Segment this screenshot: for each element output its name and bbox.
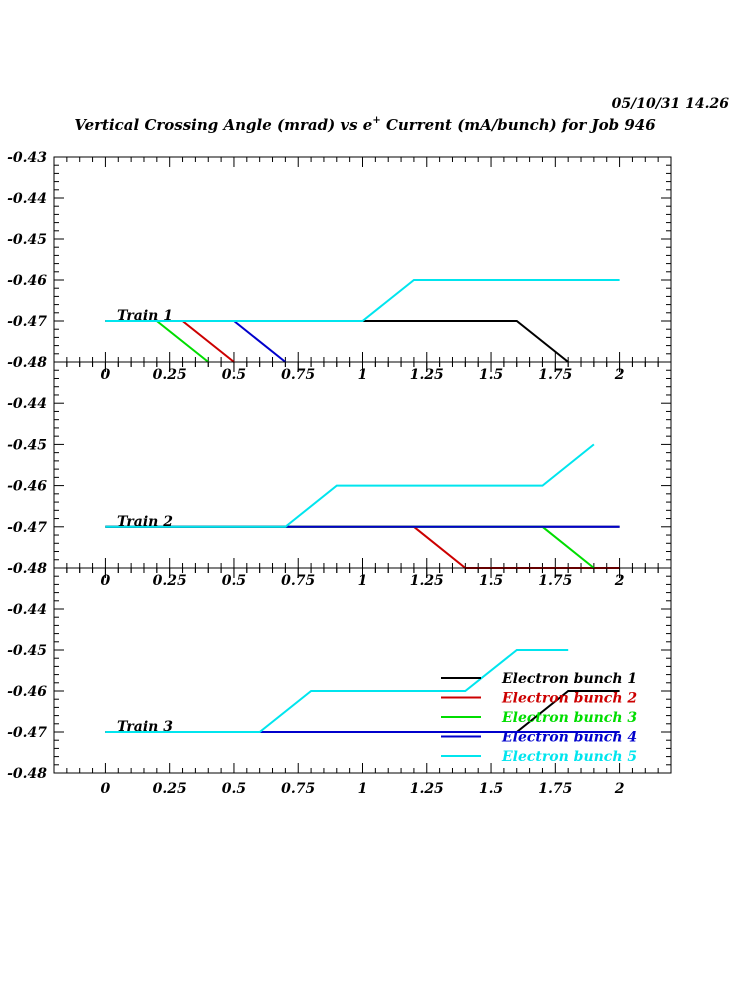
x-tick-label: 1.75 bbox=[538, 573, 572, 589]
x-tick-label: 0.25 bbox=[153, 781, 187, 797]
x-tick-label: 0.25 bbox=[153, 367, 187, 383]
legend-entry: Electron bunch 4 bbox=[441, 730, 637, 746]
y-tick-label: -0.47 bbox=[7, 725, 47, 741]
chart-title-sup: + bbox=[372, 115, 380, 126]
x-tick-label: 0.75 bbox=[281, 367, 315, 383]
x-tick-label: 0.25 bbox=[153, 573, 187, 589]
legend-entry: Electron bunch 2 bbox=[441, 691, 637, 707]
x-tick-label: 1.75 bbox=[538, 781, 572, 797]
x-tick-label: 1.75 bbox=[538, 367, 572, 383]
series-line-electron-bunch-3 bbox=[105, 525, 595, 569]
x-tick-label: 2 bbox=[614, 781, 625, 797]
x-tick-label: 2 bbox=[614, 573, 625, 589]
x-tick-label: 1.25 bbox=[410, 573, 444, 589]
y-tick-label: -0.43 bbox=[7, 150, 47, 166]
timestamp: 05/10/31 14.26 bbox=[612, 96, 730, 112]
chart-title: Vertical Crossing Angle (mrad) vs e+ Cur… bbox=[74, 115, 656, 134]
y-tick-label: -0.44 bbox=[7, 191, 47, 207]
series-line-electron-bunch-5 bbox=[105, 649, 569, 733]
y-tick-label: -0.45 bbox=[7, 437, 47, 453]
x-tick-label: 0.75 bbox=[281, 573, 315, 589]
x-tick-label: 1.25 bbox=[410, 367, 444, 383]
panel-3: -0.44 -0.45 -0.46 -0.47 -0.48 Train 3 bbox=[7, 567, 672, 782]
x-tick-label: 1.5 bbox=[479, 367, 503, 383]
y-tick-label: -0.48 bbox=[7, 355, 47, 371]
y-tick-label: -0.45 bbox=[7, 232, 47, 248]
panel-label: Train 2 bbox=[117, 514, 173, 530]
y-tick-label: -0.44 bbox=[7, 396, 47, 412]
series-line-electron-bunch-4 bbox=[105, 320, 287, 363]
y-tick-label: -0.46 bbox=[7, 684, 47, 700]
x-axis-labels: 0 0.25 0.5 0.75 1 1.25 1.5 1.75 2 0 0.25 0.5 0.75 1 1.… bbox=[101, 367, 625, 797]
x-tick-label: 0.5 bbox=[222, 573, 246, 589]
x-tick-label: 1 bbox=[358, 573, 368, 589]
series-line-electron-bunch-1 bbox=[105, 320, 569, 363]
legend: Electron bunch 1 Electron bunch 2 Electron… bbox=[441, 671, 637, 765]
x-tick-label: 0 bbox=[101, 781, 111, 797]
y-tick-label: -0.45 bbox=[7, 643, 47, 659]
x-tick-label: 0.75 bbox=[281, 781, 315, 797]
legend-label: Electron bunch 4 bbox=[501, 730, 637, 746]
chart-title-main: Vertical Crossing Angle (mrad) vs e bbox=[74, 116, 372, 134]
y-tick-label: -0.46 bbox=[7, 273, 47, 289]
x-tick-label: 0 bbox=[101, 573, 111, 589]
y-tick-label: -0.48 bbox=[7, 766, 47, 782]
panel-1: -0.43 -0.44 -0.45 -0.46 -0.47 -0.48 Train 1 bbox=[7, 150, 672, 372]
y-tick-label: -0.47 bbox=[7, 314, 47, 330]
x-tick-label: 0 bbox=[101, 367, 111, 383]
series-line-electron-bunch-3 bbox=[105, 320, 209, 363]
panel-label: Train 3 bbox=[117, 719, 173, 735]
panel-2: -0.44 -0.45 -0.46 -0.47 -0.48 Train 2 bbox=[7, 361, 672, 578]
series-line-electron-bunch-5 bbox=[105, 279, 620, 322]
chart-title-rest: Current (mA/bunch) for Job 946 bbox=[381, 116, 656, 134]
panel-label: Train 1 bbox=[117, 308, 173, 324]
y-tick-label: -0.48 bbox=[7, 561, 47, 577]
legend-entry: Electron bunch 5 bbox=[441, 749, 637, 765]
legend-label: Electron bunch 5 bbox=[501, 749, 637, 765]
legend-label: Electron bunch 1 bbox=[501, 671, 637, 687]
panel-frame bbox=[53, 361, 672, 569]
panel-frame bbox=[53, 156, 672, 363]
y-tick-label: -0.44 bbox=[7, 602, 47, 618]
x-tick-label: 2 bbox=[614, 367, 625, 383]
legend-entry: Electron bunch 3 bbox=[441, 710, 637, 726]
legend-entry: Electron bunch 1 bbox=[441, 671, 637, 687]
legend-label: Electron bunch 3 bbox=[501, 710, 637, 726]
x-tick-label: 0.5 bbox=[222, 367, 246, 383]
series-line-electron-bunch-5 bbox=[105, 443, 595, 528]
x-tick-label: 1.5 bbox=[479, 781, 503, 797]
x-tick-label: 1.5 bbox=[479, 573, 503, 589]
y-tick-label: -0.47 bbox=[7, 520, 47, 536]
legend-label: Electron bunch 2 bbox=[501, 691, 637, 707]
x-tick-label: 0.5 bbox=[222, 781, 246, 797]
x-tick-label: 1 bbox=[358, 781, 368, 797]
x-tick-label: 1.25 bbox=[410, 781, 444, 797]
x-tick-label: 1 bbox=[358, 367, 368, 383]
y-tick-label: -0.46 bbox=[7, 479, 47, 495]
